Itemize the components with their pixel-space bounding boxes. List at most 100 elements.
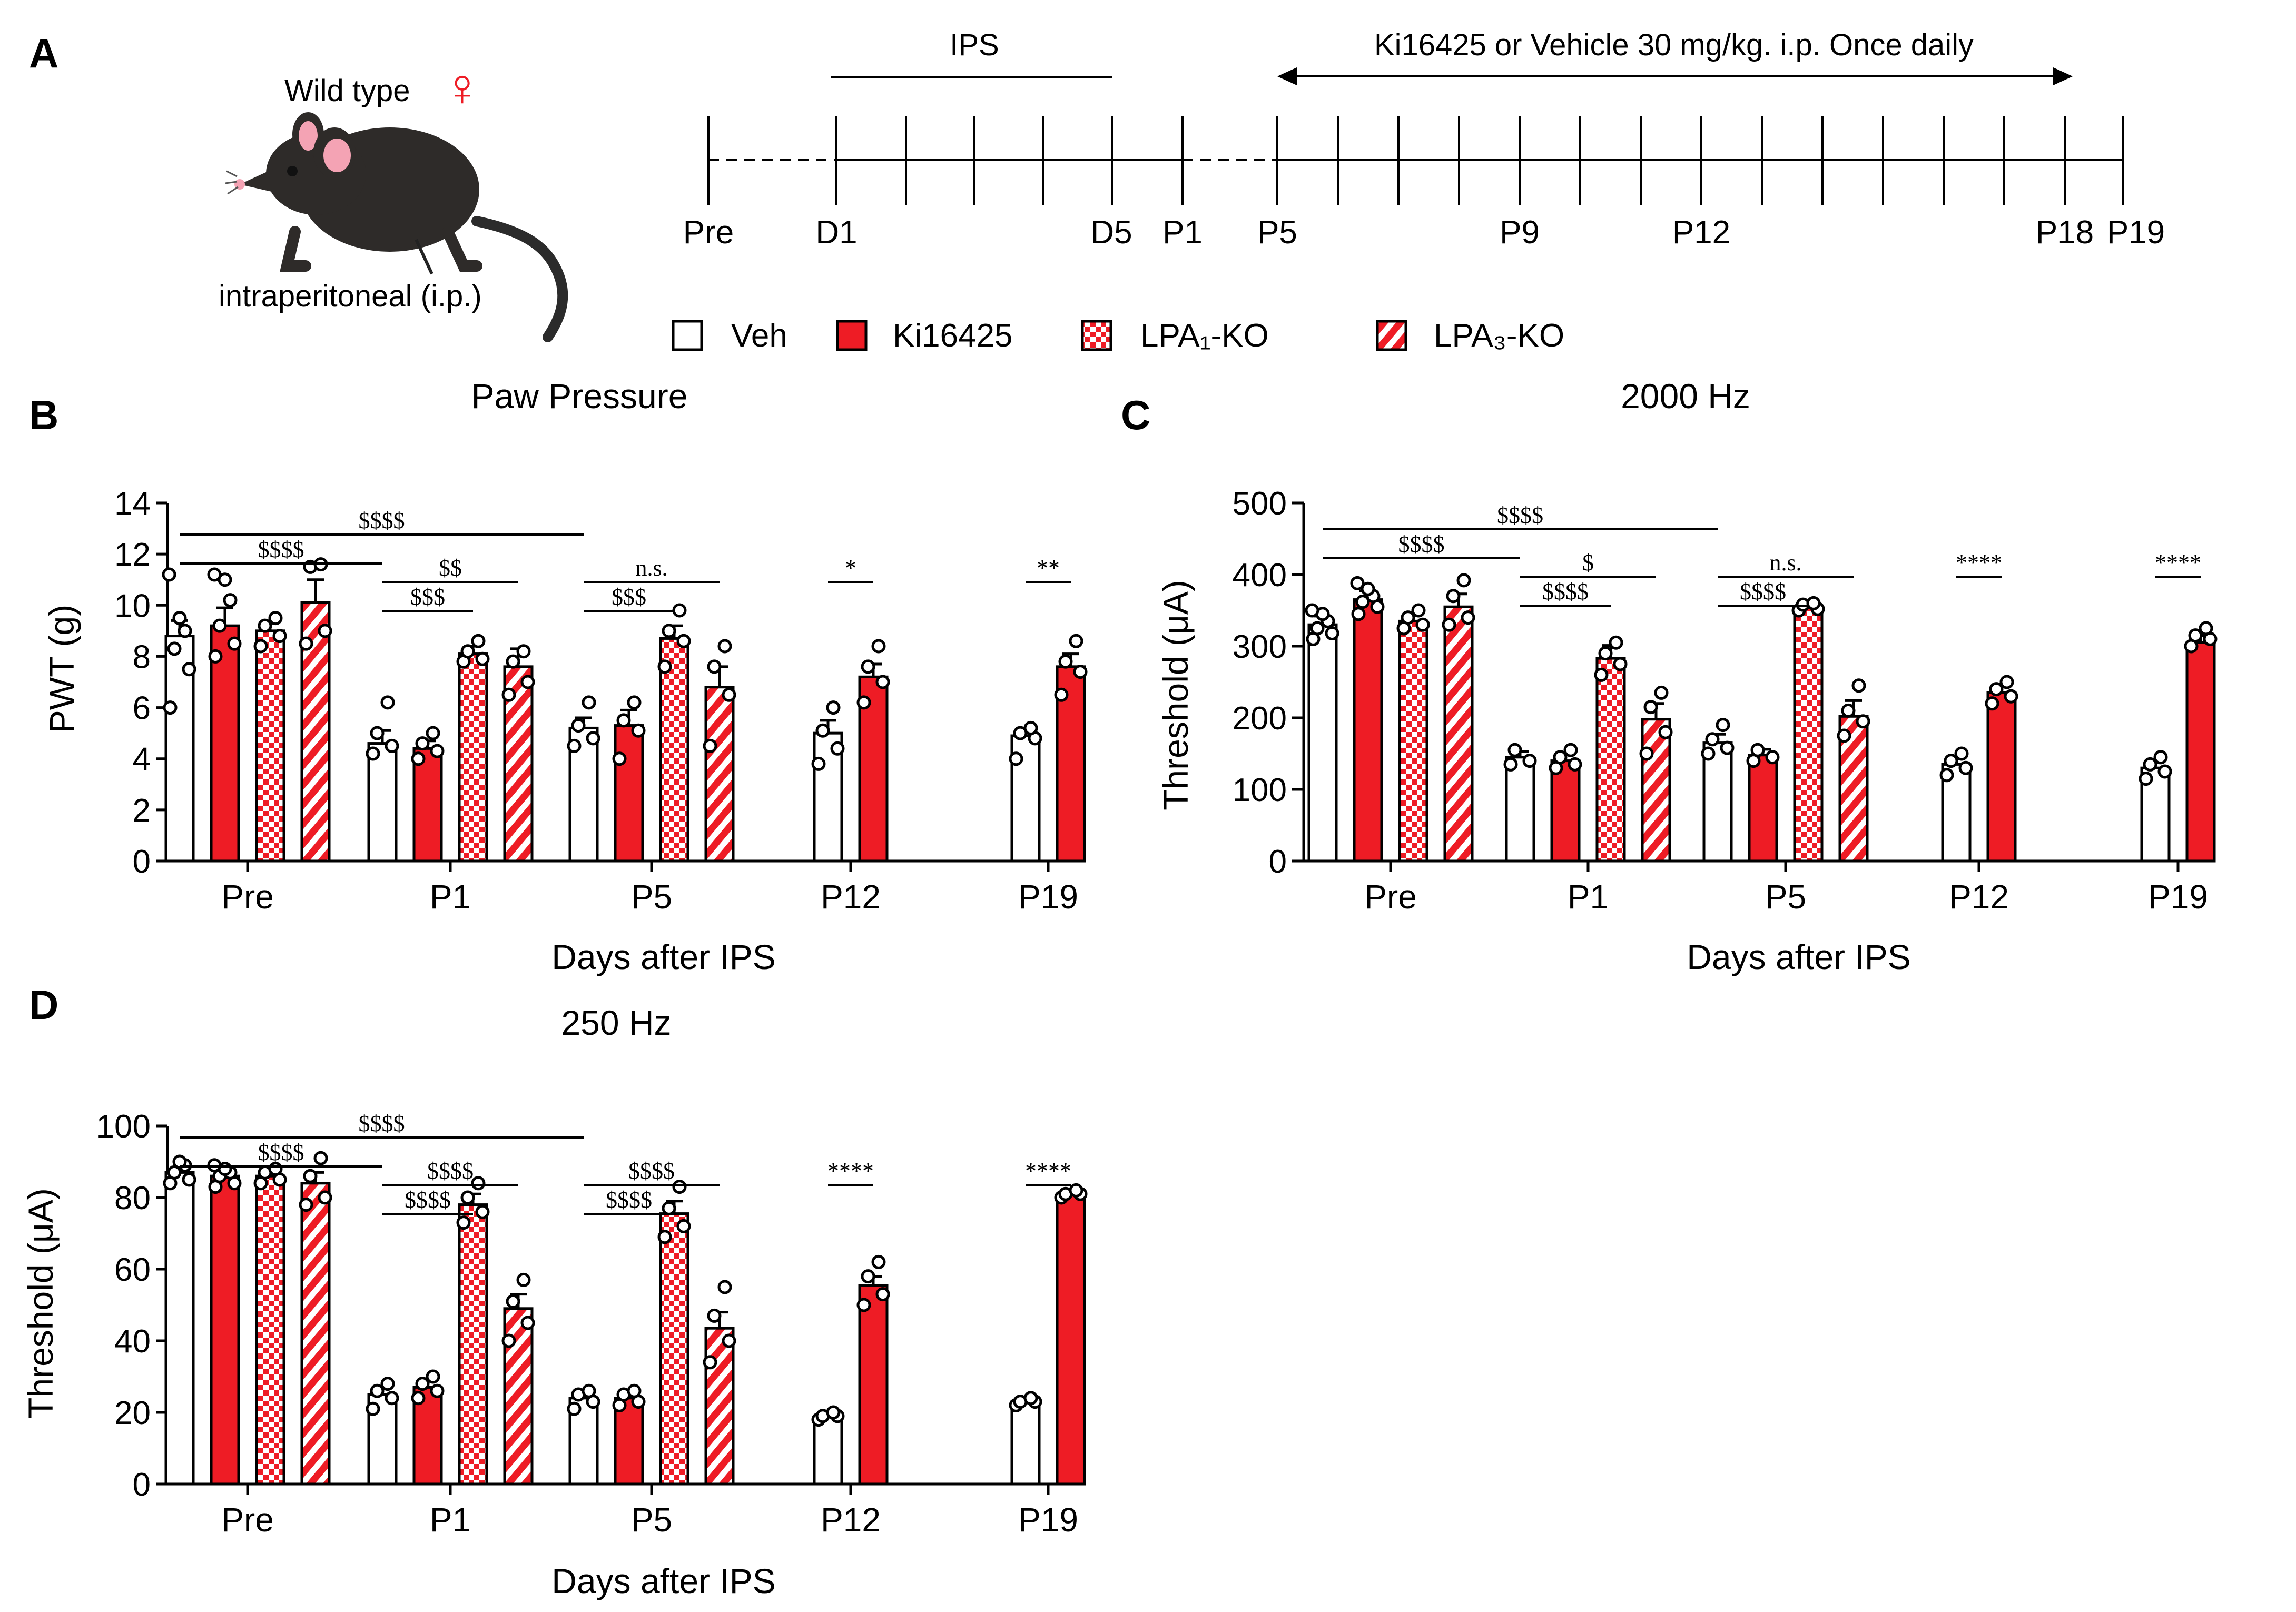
data-point [460,1190,475,1205]
data-point [875,1287,890,1302]
day-label-pre: Pre [683,214,734,251]
data-point [380,1377,395,1391]
data-point [582,1383,596,1398]
mouse-icon [225,112,568,342]
y-tick-label: 500 [1233,486,1287,522]
bar-lpa1-ko [659,637,689,863]
bar-lpa1-ko [1595,657,1626,863]
data-point [703,738,717,753]
data-point [567,1401,582,1416]
data-point [430,744,445,758]
bar-veh [367,742,398,863]
x-tick-label: Pre [221,878,274,916]
x-tick-label: Pre [221,1501,274,1539]
data-point [2143,757,2157,772]
data-point [1058,654,1073,669]
bar-ki16425 [1986,691,2017,863]
bar-lpa1-ko [255,629,285,863]
day-label-d5: D5 [1090,214,1132,251]
significance-label: **** [1025,1158,1071,1184]
panel-a-label: A [29,30,58,76]
data-point [1837,728,1851,743]
y-tick-label: 14 [114,486,151,522]
data-point [1654,685,1669,700]
data-point [676,634,691,648]
data-point [415,1377,430,1391]
data-point [520,675,535,689]
data-point [1522,754,1537,768]
significance-label: $$$$ [1497,502,1543,528]
data-point [506,1294,520,1309]
data-point [460,644,475,659]
data-point [657,659,672,674]
significance-label: $$$$ [258,537,304,562]
data-point [163,700,178,715]
data-point [662,624,676,638]
x-tick-label: Pre [1364,878,1417,916]
bar-ki16425 [1550,759,1581,863]
data-point [1639,746,1654,761]
legend-item-lpa1-ko: LPA₁-KO [1081,318,1269,354]
data-point [567,738,582,753]
data-point [318,1190,332,1205]
data-point [366,746,380,761]
data-point [861,1269,875,1284]
significance-label: $$$ [612,584,646,610]
data-point [1568,757,1582,772]
data-point [616,713,631,728]
y-tick-label: 200 [1233,700,1287,737]
data-point [471,634,486,648]
x-tick-label: P12 [1949,878,2009,916]
data-point [380,695,395,710]
data-point [830,741,845,756]
data-point [520,1316,535,1330]
legend-label-lpa1-ko: LPA₁-KO [1140,318,1269,354]
significance-label: $$$$ [1398,531,1445,557]
data-point [1841,703,1856,718]
x-tick-label: P1 [430,878,471,916]
data-point [586,731,600,746]
x-axis-label: Days after IPS [551,1561,776,1600]
y-tick-label: 0 [1269,844,1287,880]
data-point [1856,714,1870,729]
data-point [475,1204,490,1219]
data-point [1598,646,1613,661]
x-tick-label: P12 [821,878,881,916]
bar-veh [1505,756,1535,863]
significance-label: $$$$ [258,1140,304,1165]
data-point [657,1230,672,1244]
data-point [1411,603,1426,618]
x-tick-label: P1 [1568,878,1609,916]
data-point [717,639,732,654]
data-point [303,1169,318,1183]
data-point [1350,576,1365,590]
data-point [456,1215,471,1230]
data-point [1325,626,1339,641]
significance-label: * [845,555,856,581]
data-point [1989,682,2004,697]
data-point [871,639,886,654]
y-tick-label: 0 [133,844,151,880]
data-point [167,641,182,656]
data-point [167,1165,182,1180]
data-point [717,1280,732,1294]
data-point [426,726,440,740]
bar-lpa3-ko [300,1182,331,1486]
chart-title: Paw Pressure [471,377,688,416]
y-tick-label: 100 [96,1109,151,1145]
data-point [501,687,516,702]
data-point [1351,607,1366,621]
data-point [506,654,520,669]
data-point [672,603,687,618]
data-point [212,618,227,633]
data-point [2153,750,2168,765]
data-point [182,1172,196,1187]
x-axis-label: Days after IPS [1687,937,1911,976]
data-point [1594,667,1609,682]
data-point [299,1198,313,1212]
data-point [178,624,192,638]
data-point [631,723,646,738]
legend: Veh Ki16425 LPA₁-KO LPA₃-KO [672,318,1564,354]
bar-lpa3-ko [704,686,735,863]
data-point [875,675,890,689]
